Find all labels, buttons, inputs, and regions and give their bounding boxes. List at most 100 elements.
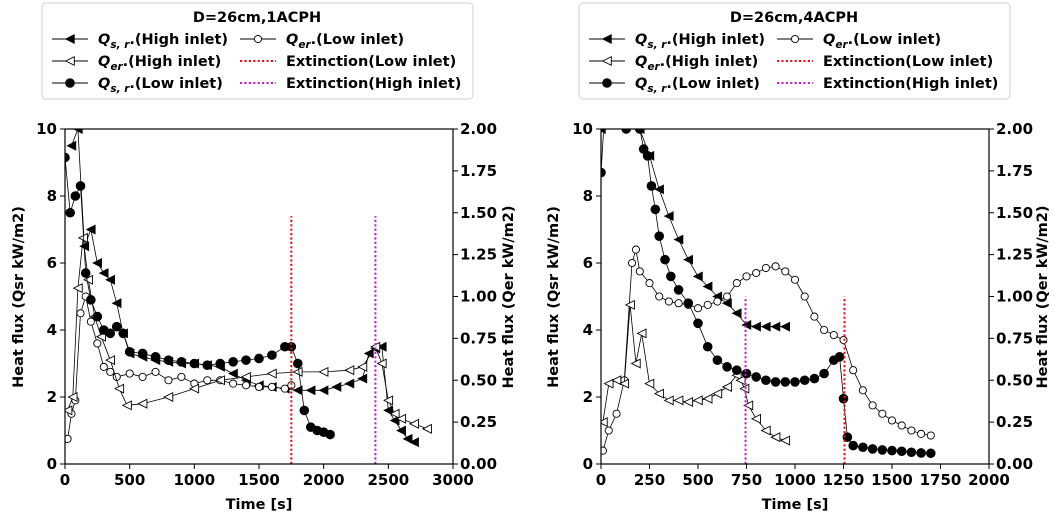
data-point xyxy=(779,435,791,446)
data-point xyxy=(65,207,75,218)
plot-content xyxy=(65,129,432,464)
series xyxy=(601,245,935,455)
legend-symbol: Q xyxy=(98,76,110,92)
data-point xyxy=(99,362,108,371)
y-tick-label-left: 10 xyxy=(36,120,57,138)
data-point xyxy=(653,388,664,399)
legend-swatch-marker xyxy=(64,55,75,67)
legend-box xyxy=(41,2,474,100)
data-point xyxy=(878,409,887,418)
data-point xyxy=(121,400,132,411)
data-point xyxy=(214,375,225,386)
x-tick-label: 500 xyxy=(114,471,145,489)
data-point xyxy=(85,224,96,235)
legend-entry-label: Extinction(High inlet) xyxy=(286,76,461,92)
data-point xyxy=(655,292,664,301)
data-point xyxy=(752,268,761,278)
legend-entry-label: Qs, r.(Low inlet) xyxy=(98,76,223,95)
data-point xyxy=(702,281,713,292)
data-point xyxy=(396,425,406,436)
series xyxy=(66,129,419,448)
legend-subscript: er xyxy=(298,39,311,51)
data-point xyxy=(654,184,664,195)
data-point xyxy=(732,365,742,376)
legend-symbol: Q xyxy=(635,76,647,92)
data-point xyxy=(627,258,637,268)
data-point xyxy=(92,311,103,322)
legend-subscript: s, r xyxy=(647,39,667,51)
x-tick-label: 750 xyxy=(731,471,762,489)
panel-4acph: D=26cm,4ACPH Qs, r.(High inlet) Qer.(Low … xyxy=(546,2,1051,513)
legend-entry: Extinction(High inlet) xyxy=(777,76,998,92)
legend-entry-label: Qer.(High inlet) xyxy=(98,54,221,73)
y-tick-label-right: 1.75 xyxy=(460,162,497,180)
x-tick-label: 1000 xyxy=(774,471,816,489)
data-point xyxy=(408,418,419,429)
data-point xyxy=(896,446,907,457)
data-point xyxy=(751,321,761,332)
data-point xyxy=(834,352,845,362)
data-point xyxy=(67,391,78,403)
data-point xyxy=(267,350,277,360)
data-point xyxy=(254,353,264,364)
legend-symbol: Q xyxy=(98,54,110,70)
data-point xyxy=(357,361,368,372)
data-point xyxy=(631,245,640,254)
data-point xyxy=(254,382,264,392)
data-point xyxy=(790,275,800,284)
data-point xyxy=(750,413,761,424)
plot-marks xyxy=(601,129,936,464)
data-point xyxy=(66,140,77,151)
legend-swatch-marker xyxy=(602,78,612,88)
data-point xyxy=(114,383,125,394)
legend-entry: Qs, r.(Low inlet) xyxy=(52,76,223,95)
y-tick-label-right: 0.75 xyxy=(996,329,1033,347)
data-point xyxy=(189,358,200,369)
legend-suffix: .(Low inlet) xyxy=(848,32,941,48)
data-point xyxy=(137,398,148,409)
data-point xyxy=(65,434,72,443)
data-point xyxy=(780,321,790,332)
data-point xyxy=(703,300,712,309)
data-point xyxy=(75,181,86,191)
axes: 0 500 1000 1500 2000 2500 3000 0 2 4 6 8 10 0.00 0.25 0… xyxy=(36,120,497,489)
axes: 0 250 500 750 1000 1250 1500 1750 2000 0 2 4 6 8 10 0.0… xyxy=(572,120,1033,489)
data-point xyxy=(383,395,394,406)
data-point xyxy=(770,321,781,332)
series-line xyxy=(601,129,786,328)
data-point xyxy=(624,299,635,310)
data-point xyxy=(229,379,238,388)
data-point xyxy=(176,357,187,367)
data-point xyxy=(644,378,655,389)
data-point xyxy=(829,330,838,340)
data-point xyxy=(842,432,853,443)
data-point xyxy=(742,272,751,281)
data-point xyxy=(621,129,632,134)
y-axis-label-left: Heat flux (Qsr kW/m2) xyxy=(11,206,27,388)
data-point xyxy=(760,321,771,332)
legend-entry: Qer.(Low inlet) xyxy=(240,32,404,51)
data-point xyxy=(897,421,906,430)
data-point xyxy=(286,341,297,352)
data-point xyxy=(664,297,673,306)
data-point xyxy=(673,234,684,245)
data-point xyxy=(383,405,394,416)
series-line xyxy=(71,129,415,443)
data-point xyxy=(98,268,109,278)
data-point xyxy=(820,325,829,335)
panel-1acph: D=26cm,1ACPH Qs, r.(High inlet) Qer.(Low … xyxy=(11,2,517,513)
data-point xyxy=(318,385,329,396)
y-tick-label-left: 2 xyxy=(583,388,593,406)
y-tick-label-right: 0.25 xyxy=(996,413,1033,431)
y-tick-label-left: 4 xyxy=(47,321,57,339)
plot-content xyxy=(601,129,936,464)
legend-title: D=26cm,4ACPH xyxy=(730,10,858,26)
data-point xyxy=(630,358,641,369)
data-point xyxy=(761,263,770,273)
data-point xyxy=(150,352,161,362)
data-point xyxy=(305,385,316,396)
y-tick-label-left: 10 xyxy=(572,120,593,138)
data-point xyxy=(712,388,723,399)
y-tick-label-right: 0.75 xyxy=(460,329,497,347)
